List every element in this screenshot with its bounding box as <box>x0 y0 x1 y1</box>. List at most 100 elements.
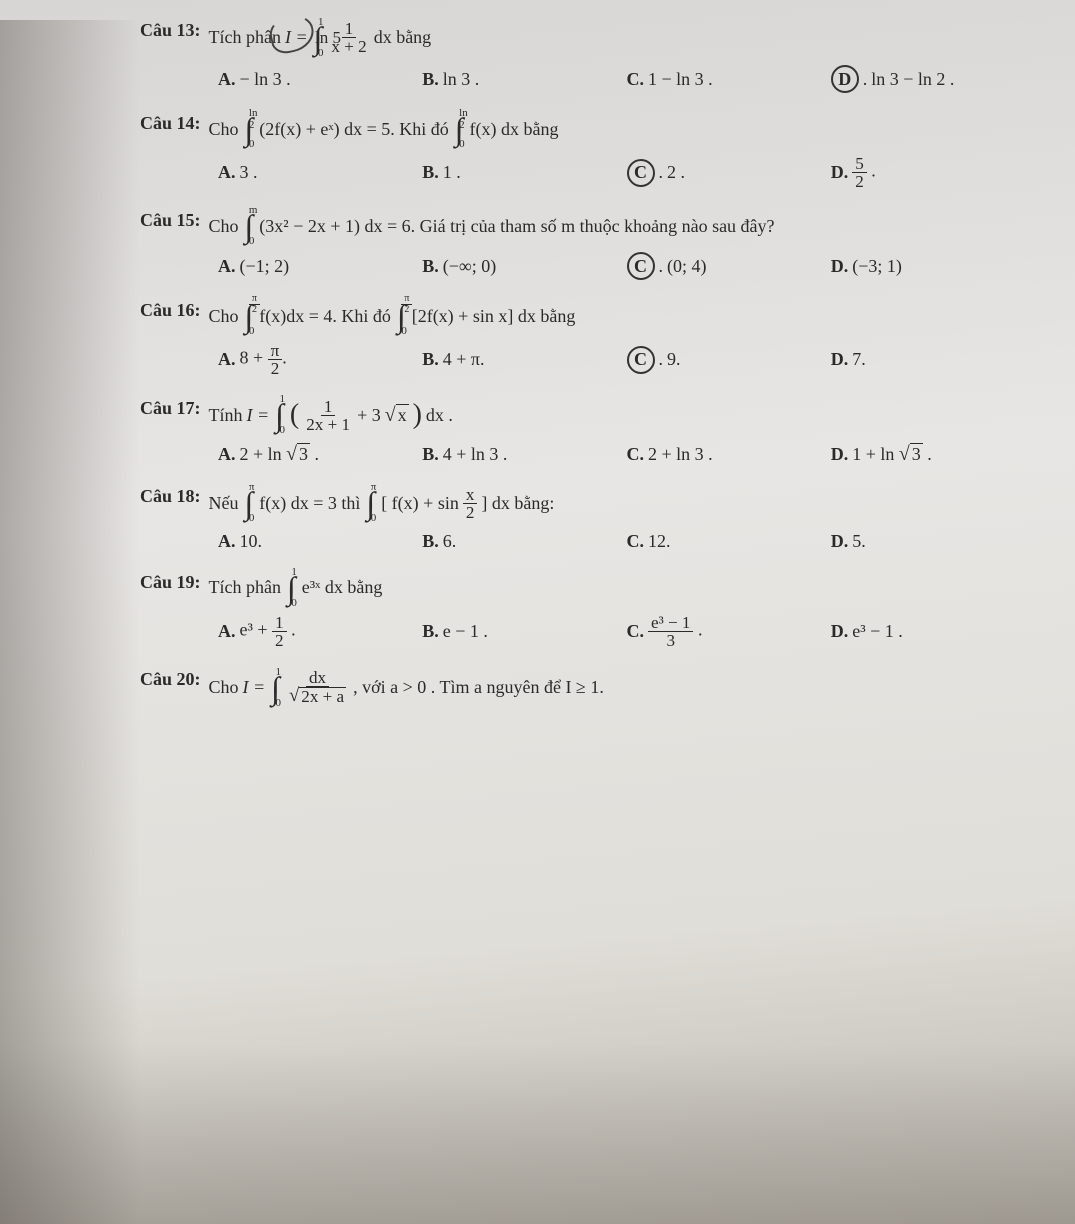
question-label: Câu 15: <box>140 210 201 231</box>
question-15: Câu 15: Cho m∫0 (3x² − 2x + 1) dx = 6. G… <box>140 210 1035 280</box>
option-value: 7. <box>852 349 866 370</box>
option-value: e³ + 12 . <box>240 614 296 649</box>
option-3: D.52 . <box>831 155 1035 190</box>
question-17: Câu 17: Tính I = 1∫0(12x + 1 + 3√x) dx .… <box>140 398 1035 466</box>
option-2: C.2 . <box>627 155 831 190</box>
question-label: Câu 20: <box>140 669 201 690</box>
question-list: Câu 13: Tích phân I = 1∫01x + 2 dx bằng … <box>140 20 1035 706</box>
option-letter: A. <box>218 444 236 465</box>
option-0: A.e³ + 12 . <box>218 614 422 649</box>
option-value: 12. <box>648 531 671 552</box>
question-text: Cho π2∫0 f(x)dx = 4. Khi đó π2∫0 [2f(x) … <box>209 300 576 332</box>
option-2: C.9. <box>627 342 831 377</box>
option-letter: D. <box>831 444 849 465</box>
option-1: B.ln 3 . <box>422 65 626 93</box>
circled-option: C <box>627 252 655 280</box>
option-2: C.12. <box>627 531 831 552</box>
circled-option: C <box>627 159 655 187</box>
option-value: 1 + ln √3 . <box>852 443 932 466</box>
option-value: 8 + π2. <box>240 342 287 377</box>
option-letter: D. <box>831 531 849 552</box>
option-row: A.(−1; 2)B.(−∞; 0)C.(0; 4)D.(−3; 1) <box>140 252 1035 280</box>
question-20: Câu 20: Cho I = 1∫0dx√2x + a, với a > 0 … <box>140 669 1035 706</box>
option-value: ln 3 − ln 2 . <box>871 69 954 90</box>
option-row: A.− ln 3 .B.ln 3 .C.1 − ln 3 .D.ln 3 − l… <box>140 65 1035 93</box>
option-0: A.− ln 3 . <box>218 65 422 93</box>
option-0: A.(−1; 2) <box>218 252 422 280</box>
option-0: A.2 + ln √3 . <box>218 443 422 466</box>
option-2: C.2 + ln 3 . <box>627 443 831 466</box>
page-left-shadow <box>0 20 140 1224</box>
option-value: 2 . <box>667 162 685 183</box>
option-1: B.4 + ln 3 . <box>422 443 626 466</box>
option-row: A.e³ + 12 .B.e − 1 .C.e³ − 13 .D.e³ − 1 … <box>140 614 1035 649</box>
option-value: 2 + ln 3 . <box>648 444 713 465</box>
question-label: Câu 19: <box>140 572 201 593</box>
question-text: Tích phân 1∫0 e³ˣ dx bằng <box>209 572 383 604</box>
option-value: e³ − 1 . <box>852 621 903 642</box>
option-value: 4 + π. <box>443 349 485 370</box>
option-1: B.(−∞; 0) <box>422 252 626 280</box>
option-row: A.3 .B.1 .C.2 .D.52 . <box>140 155 1035 190</box>
option-3: D.7. <box>831 342 1035 377</box>
option-value: e − 1 . <box>443 621 488 642</box>
option-1: B.6. <box>422 531 626 552</box>
option-letter: A. <box>218 531 236 552</box>
option-row: A.2 + ln √3 .B.4 + ln 3 .C.2 + ln 3 .D.1… <box>140 443 1035 466</box>
option-1: B.e − 1 . <box>422 614 626 649</box>
option-value: (−∞; 0) <box>443 256 496 277</box>
option-letter: A. <box>218 162 236 183</box>
option-value: 3 . <box>240 162 258 183</box>
option-letter: C. <box>627 69 645 90</box>
option-value: (0; 4) <box>667 256 707 277</box>
option-letter: B. <box>422 69 439 90</box>
circled-option: D <box>831 65 859 93</box>
question-18: Câu 18: Nếu π∫0 f(x) dx = 3 thì π∫0[ f(x… <box>140 486 1035 552</box>
option-row: A.8 + π2.B.4 + π.C.9.D.7. <box>140 342 1035 377</box>
option-row: A.10.B.6.C.12.D.5. <box>140 531 1035 552</box>
option-letter: B. <box>422 162 439 183</box>
option-value: 6. <box>443 531 457 552</box>
question-text: Cho I = 1∫0dx√2x + a, với a > 0 . Tìm a … <box>209 669 604 706</box>
option-letter: A. <box>218 256 236 277</box>
page-bottom-shadow <box>0 1044 1075 1224</box>
option-value: − ln 3 . <box>240 69 291 90</box>
option-value: (−1; 2) <box>240 256 290 277</box>
option-value: e³ − 13 . <box>648 614 702 649</box>
option-letter: D. <box>831 621 849 642</box>
option-1: B.1 . <box>422 155 626 190</box>
option-letter: D. <box>831 256 849 277</box>
question-label: Câu 18: <box>140 486 201 507</box>
option-3: D.(−3; 1) <box>831 252 1035 280</box>
option-value: 9. <box>667 349 681 370</box>
option-value: 10. <box>240 531 263 552</box>
option-value: 2 + ln √3 . <box>240 443 320 466</box>
question-label: Câu 17: <box>140 398 201 419</box>
option-letter: C. <box>627 531 645 552</box>
option-letter: B. <box>422 349 439 370</box>
option-2: C.(0; 4) <box>627 252 831 280</box>
option-0: A.3 . <box>218 155 422 190</box>
option-letter: A. <box>218 69 236 90</box>
option-value: 4 + ln 3 . <box>443 444 508 465</box>
option-3: D.ln 3 − ln 2 . <box>831 65 1035 93</box>
option-value: (−3; 1) <box>852 256 902 277</box>
option-value: ln 3 . <box>443 69 480 90</box>
option-value: 1 − ln 3 . <box>648 69 713 90</box>
option-letter: A. <box>218 621 236 642</box>
option-letter: B. <box>422 444 439 465</box>
option-value: 1 . <box>443 162 461 183</box>
option-value: 52 . <box>852 155 876 190</box>
option-letter: D. <box>831 162 849 183</box>
question-text: Cho m∫0 (3x² − 2x + 1) dx = 6. Giá trị c… <box>209 210 775 242</box>
option-letter: B. <box>422 256 439 277</box>
option-3: D.1 + ln √3 . <box>831 443 1035 466</box>
option-0: A.8 + π2. <box>218 342 422 377</box>
option-1: B.4 + π. <box>422 342 626 377</box>
option-3: D.5. <box>831 531 1035 552</box>
question-label: Câu 16: <box>140 300 201 321</box>
question-text: Cho ln 2∫0 (2f(x) + eˣ) dx = 5. Khi đó l… <box>209 113 559 145</box>
question-label: Câu 14: <box>140 113 201 134</box>
question-14: Câu 14: Cho ln 2∫0 (2f(x) + eˣ) dx = 5. … <box>140 113 1035 190</box>
question-label: Câu 13: <box>140 20 201 41</box>
